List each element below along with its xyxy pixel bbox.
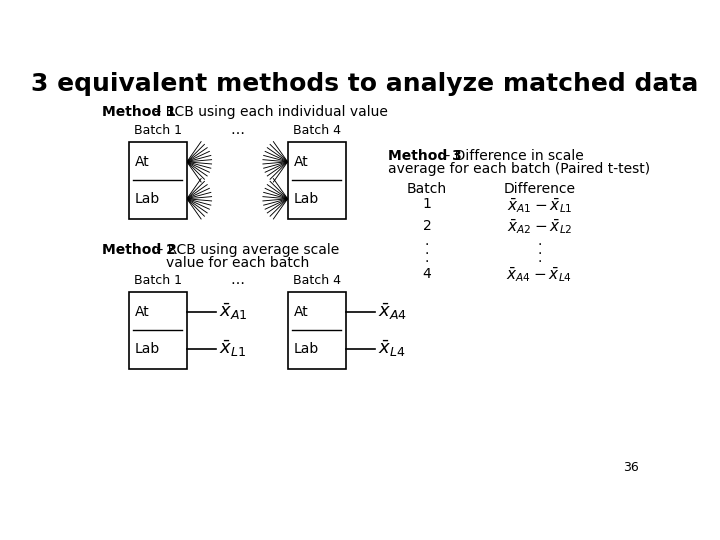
Text: Batch: Batch [407,182,447,196]
Text: .: . [425,242,429,256]
Bar [287,292,346,369]
Text: Lab: Lab [135,342,160,356]
Text: $\bar{x}_{A2} - \bar{x}_{L2}$: $\bar{x}_{A2} - \bar{x}_{L2}$ [507,217,572,236]
Text: …: … [230,123,244,137]
Text: – RCB using average scale: – RCB using average scale [152,244,339,258]
Text: Batch 4: Batch 4 [293,124,341,137]
Text: At: At [294,155,309,169]
Text: $\bar{x}_{L1}$: $\bar{x}_{L1}$ [220,339,247,359]
Text: Batch 1: Batch 1 [134,274,182,287]
Text: 4: 4 [423,267,431,281]
Text: At: At [135,305,150,319]
Text: Batch 1: Batch 1 [134,124,182,137]
Text: $\bar{x}_{L4}$: $\bar{x}_{L4}$ [378,339,406,359]
Text: 2: 2 [423,219,431,233]
Text: $\bar{x}_{A1}$: $\bar{x}_{A1}$ [220,302,248,322]
Text: Method 1: Method 1 [102,105,176,119]
Text: .: . [537,234,541,248]
Text: Lab: Lab [294,192,319,206]
Text: Method 2: Method 2 [102,244,176,258]
Text: 1: 1 [423,197,431,211]
Text: At: At [135,155,150,169]
Text: Batch 4: Batch 4 [293,274,341,287]
Text: Lab: Lab [135,192,160,206]
Text: – RCB using each individual value: – RCB using each individual value [150,105,387,119]
Text: average for each batch (Paired t-test): average for each batch (Paired t-test) [388,162,650,176]
Text: $\bar{x}_{A4}$: $\bar{x}_{A4}$ [378,302,408,322]
Bar [287,142,346,219]
Text: Method 3: Method 3 [388,150,462,164]
Text: – Difference in scale: – Difference in scale [438,150,583,164]
Text: 36: 36 [623,462,639,475]
Text: $\bar{x}_{A1} - \bar{x}_{L1}$: $\bar{x}_{A1} - \bar{x}_{L1}$ [507,195,572,214]
Text: At: At [294,305,309,319]
Text: .: . [537,251,541,265]
Text: 3 equivalent methods to analyze matched data: 3 equivalent methods to analyze matched … [32,72,699,97]
Bar [129,292,187,369]
Text: $\bar{x}_{A4} - \bar{x}_{L4}$: $\bar{x}_{A4} - \bar{x}_{L4}$ [506,265,572,284]
Bar [129,142,187,219]
Text: Difference: Difference [503,182,575,196]
Text: …: … [230,273,244,287]
Text: .: . [425,234,429,248]
Text: value for each batch: value for each batch [166,256,309,270]
Text: .: . [537,242,541,256]
Text: .: . [425,251,429,265]
Text: Lab: Lab [294,342,319,356]
